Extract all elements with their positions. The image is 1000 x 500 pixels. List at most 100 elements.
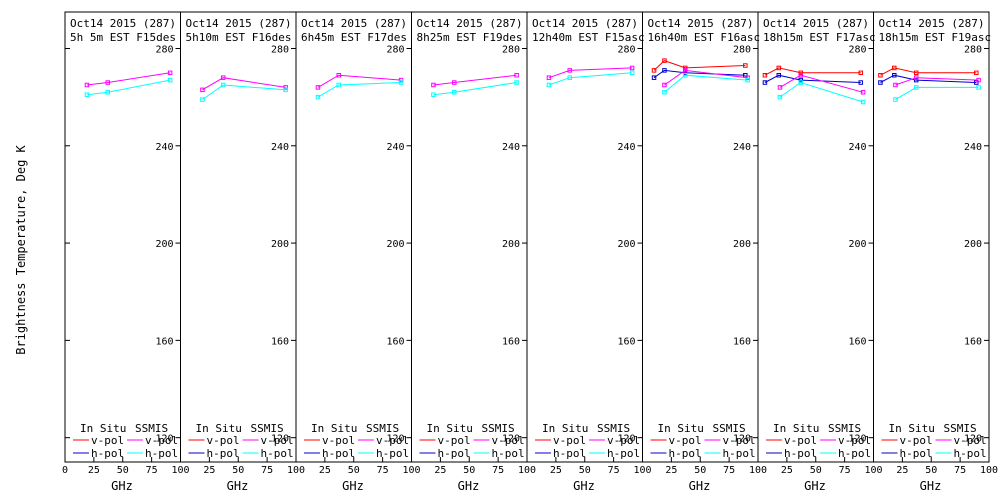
data-point-insitu_v [776, 65, 782, 71]
data-point-insitu_v [913, 70, 919, 76]
data-point-ssmis_v [745, 75, 750, 80]
y-tick-label: 160 [155, 336, 173, 347]
data-point-ssmis_v [629, 65, 635, 71]
data-point-ssmis_h [167, 77, 173, 83]
y-tick-label: 280 [848, 44, 866, 55]
x-tick-label: 50 [810, 465, 822, 476]
data-point-insitu_v [651, 68, 657, 73]
x-axis-label: GHz [111, 479, 133, 493]
legend-insitu-hpol-label: h-pol [91, 447, 124, 460]
y-tick-label: 120 [617, 434, 635, 445]
legend-insitu-vpol-label: v-pol [553, 434, 586, 447]
y-tick-label: 160 [733, 336, 751, 347]
data-point-ssmis_v [398, 77, 404, 83]
data-point-ssmis_h [913, 85, 919, 90]
data-point-ssmis_v [567, 68, 572, 73]
series-line-ssmis_v [86, 72, 171, 86]
series-line-insitu_h [764, 74, 861, 83]
y-tick-label: 120 [502, 434, 520, 445]
panel-title-line2: 18h15m EST F17asc [763, 31, 876, 44]
x-tick-label: 25 [319, 465, 331, 476]
legend-ssmis-hpol-label: h-pol [838, 447, 871, 460]
data-point-insitu_h [776, 72, 782, 78]
x-axis-label: GHz [804, 479, 826, 493]
panel-title-line2: 18h15m EST F19asc [879, 31, 992, 44]
legend-ssmis-vpol-label: v-pol [145, 434, 178, 447]
y-tick-label: 240 [617, 142, 635, 153]
data-point-ssmis_v [431, 82, 436, 88]
y-tick-label: 240 [733, 142, 751, 153]
series-line-ssmis_h [895, 86, 979, 101]
x-tick-label: 25 [896, 465, 908, 476]
legend-ssmis-hpol-label: h-pol [954, 447, 987, 460]
x-tick-label: 50 [117, 465, 129, 476]
x-axis-label: GHz [342, 479, 364, 493]
legend-insitu-vpol-label: v-pol [207, 434, 240, 447]
legend-ssmis-header: SSMIS [828, 422, 861, 435]
legend-insitu-vpol-label: v-pol [784, 434, 817, 447]
legend-insitu-vpol-label: v-pol [322, 434, 355, 447]
panel-title-line1: Oct14 2015 (287) [70, 17, 176, 30]
legend-ssmis-header: SSMIS [251, 422, 284, 435]
legend-ssmis-header: SSMIS [366, 422, 399, 435]
data-point-ssmis_v [777, 85, 783, 90]
series-line-ssmis_v [433, 74, 517, 86]
y-tick-label: 280 [502, 44, 520, 55]
y-tick-label: 200 [386, 239, 404, 250]
data-point-ssmis_v [913, 75, 919, 80]
y-tick-label: 160 [502, 336, 520, 347]
data-point-insitu_v [798, 70, 803, 76]
series-line-ssmis_h [86, 79, 171, 96]
panel-frame [64, 11, 181, 463]
legend-insitu-header: In Situ [427, 422, 473, 435]
data-point-ssmis_h [682, 72, 688, 78]
x-tick-label: 100 [980, 465, 998, 476]
legend-ssmis-vpol-label: v-pol [376, 434, 409, 447]
data-point-ssmis_v [682, 68, 688, 73]
legend-ssmis-vpol-label: v-pol [607, 434, 640, 447]
data-point-ssmis_v [84, 82, 90, 88]
panel-title-line1: Oct14 2015 (287) [186, 17, 292, 30]
legend-insitu-header: In Situ [80, 422, 126, 435]
panel-8: Oct14 2015 (287)18h15m EST F19asc 120 160 2… [873, 11, 998, 493]
x-tick-label: 75 [608, 465, 620, 476]
series-line-ssmis_h [548, 72, 633, 86]
legend-ssmis-hpol-label: h-pol [723, 447, 756, 460]
x-tick-label: 100 [518, 465, 536, 476]
data-point-ssmis_v [546, 75, 552, 80]
x-tick-label: 75 [261, 465, 273, 476]
y-tick-label: 120 [271, 434, 289, 445]
x-axis-label: GHz [920, 479, 942, 493]
legend-ssmis-vpol-label: v-pol [492, 434, 525, 447]
x-axis-label: GHz [689, 479, 711, 493]
series-line-insitu_v [653, 60, 746, 71]
x-axis-label: GHz [458, 479, 480, 493]
panel-title-line2: 6h45m EST F17des [301, 31, 407, 44]
legend-ssmis-header: SSMIS [713, 422, 746, 435]
series-line-ssmis_h [317, 82, 402, 98]
legend-ssmis-vpol-label: v-pol [954, 434, 987, 447]
series-line-insitu_h [880, 74, 977, 83]
data-point-ssmis_h [451, 90, 457, 95]
series-line-ssmis_h [202, 84, 286, 101]
legend-insitu-vpol-label: v-pol [91, 434, 124, 447]
data-point-ssmis_h [546, 82, 552, 88]
legend-ssmis-header: SSMIS [482, 422, 515, 435]
legend-insitu-hpol-label: h-pol [784, 447, 817, 460]
panel-2: Oct14 2015 (287)5h10m EST F16des 120 160 20… [180, 11, 305, 493]
y-tick-label: 200 [964, 239, 982, 250]
data-point-ssmis_v [514, 72, 519, 78]
legend-ssmis-header: SSMIS [135, 422, 168, 435]
data-point-ssmis_h [514, 80, 519, 85]
y-tick-label: 200 [271, 239, 289, 250]
series-line-ssmis_v [317, 74, 402, 88]
panel-title-line2: 16h40m EST F16asc [648, 31, 761, 44]
legend-insitu-header: In Situ [658, 422, 704, 435]
panel-frame [411, 11, 528, 463]
data-point-ssmis_h [745, 77, 750, 83]
data-point-insitu_v [878, 72, 883, 78]
data-point-ssmis_v [200, 87, 205, 93]
x-tick-label: 50 [232, 465, 244, 476]
panel-title-line1: Oct14 2015 (287) [763, 17, 869, 30]
legend-ssmis-header: SSMIS [944, 422, 977, 435]
